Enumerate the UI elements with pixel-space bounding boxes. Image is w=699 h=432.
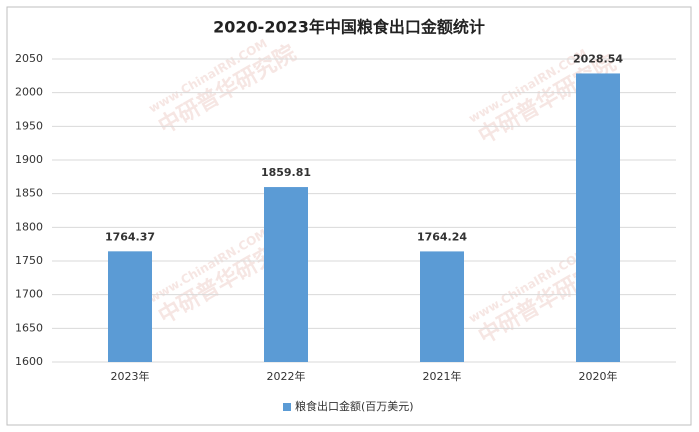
y-tick-label: 1850 — [15, 187, 43, 200]
bar — [420, 251, 464, 362]
x-tick-label: 2021年 — [423, 369, 462, 383]
x-tick-label: 2023年 — [111, 369, 150, 383]
value-label: 1764.37 — [105, 230, 155, 243]
y-tick-label: 1800 — [15, 220, 43, 233]
bar — [264, 187, 308, 362]
value-label: 2028.54 — [573, 52, 623, 65]
bar — [576, 73, 620, 362]
legend-label: 粮食出口金额(百万美元) — [295, 399, 414, 413]
y-tick-label: 1900 — [15, 153, 43, 166]
bar — [108, 251, 152, 362]
x-tick-label: 2020年 — [579, 369, 618, 383]
y-tick-label: 1700 — [15, 288, 43, 301]
y-tick-label: 1950 — [15, 119, 43, 132]
y-tick-label: 2050 — [15, 52, 43, 65]
value-label: 1764.24 — [417, 230, 467, 243]
chart-title: 2020-2023年中国粮食出口金额统计 — [213, 18, 485, 37]
x-tick-label: 2022年 — [267, 369, 306, 383]
legend-swatch — [283, 403, 291, 411]
value-label: 1859.81 — [261, 166, 311, 179]
y-tick-label: 2000 — [15, 86, 43, 99]
y-tick-label: 1600 — [15, 355, 43, 368]
y-tick-label: 1750 — [15, 254, 43, 267]
y-tick-label: 1650 — [15, 321, 43, 334]
